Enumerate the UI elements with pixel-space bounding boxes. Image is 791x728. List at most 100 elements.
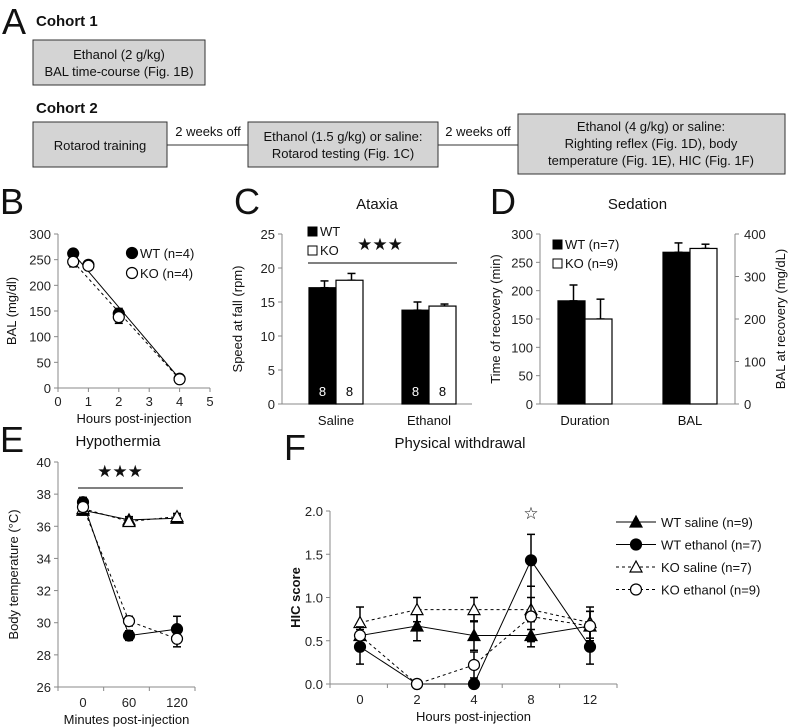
y-tick-label: 2.0	[305, 504, 323, 519]
bar	[335, 279, 364, 405]
y-tick-label: 0	[44, 381, 51, 396]
x-tick-label: 5	[206, 394, 213, 409]
bar	[662, 251, 691, 405]
y-tick-label: 40	[37, 455, 51, 470]
category-label: Ethanol	[407, 413, 451, 428]
y-axis-label: Speed at fall (rpm)	[230, 266, 245, 373]
data-point	[410, 677, 424, 691]
box-line: Rotarod testing (Fig. 1C)	[272, 146, 414, 161]
y-tick-label: 0	[268, 397, 275, 412]
data-point	[112, 311, 125, 324]
y-tick-label: 200	[29, 278, 51, 293]
legend-marker	[628, 514, 644, 528]
y-tick-label: 0.0	[305, 677, 323, 692]
legend-label: KO (n=4)	[140, 266, 193, 281]
legend-marker	[125, 246, 139, 260]
y-tick-label: 10	[261, 329, 275, 344]
y-tick-label: 400	[744, 227, 766, 242]
y-tick-label: 300	[29, 227, 51, 242]
x-axis-label: Hours post-injection	[416, 709, 531, 724]
data-point	[524, 610, 538, 623]
category-label: Saline	[318, 413, 354, 428]
legend-label: KO (n=9)	[565, 256, 618, 271]
data-point	[82, 259, 95, 272]
gap-label: 2 weeks off	[445, 124, 511, 139]
y-axis-label: BAL (mg/dl)	[4, 277, 19, 345]
x-tick-label: 2	[115, 394, 122, 409]
y-tick-label: 34	[37, 551, 51, 566]
y-tick-label: 250	[511, 255, 533, 270]
category-label: Duration	[560, 413, 609, 428]
x-tick-label: 0	[54, 394, 61, 409]
chart-title: Ataxia	[356, 196, 398, 213]
panel-letter-a: A	[2, 1, 26, 42]
y-tick-label: 26	[37, 680, 51, 695]
data-point	[352, 615, 368, 629]
x-tick-label: 4	[176, 394, 183, 409]
data-point	[583, 619, 597, 633]
legend-marker	[629, 538, 643, 551]
panel-letter-c: C	[234, 181, 260, 222]
legend-label: KO	[320, 243, 339, 258]
legend-swatch	[307, 245, 318, 256]
legend-label: KO ethanol (n=9)	[661, 583, 760, 598]
box-line: temperature (Fig. 1E), HIC (Fig. 1F)	[548, 153, 754, 168]
data-point	[409, 602, 425, 616]
y-tick-label: 30	[37, 616, 51, 631]
legend-label: WT (n=7)	[565, 237, 619, 252]
y-tick-label: 50	[519, 369, 533, 384]
legend-label: WT	[320, 224, 340, 239]
x-tick-label: 3	[146, 394, 153, 409]
x-tick-label: 120	[166, 695, 188, 710]
significance-stars: ★★★	[97, 462, 143, 481]
series-line	[82, 508, 178, 522]
y-tick-label: 150	[29, 304, 51, 319]
box-line: Righting reflex (Fig. 1D), body	[565, 136, 738, 151]
bar	[584, 318, 613, 405]
data-point	[409, 618, 425, 632]
gap-label: 2 weeks off	[175, 124, 241, 139]
data-point	[467, 677, 481, 691]
y-tick-label: 100	[744, 355, 766, 370]
data-point	[524, 554, 538, 567]
legend-label: WT saline (n=9)	[661, 515, 753, 530]
data-point	[353, 629, 367, 642]
y-axis-label: HIC score	[288, 567, 303, 628]
x-axis-label: Hours post-injection	[77, 411, 192, 426]
cohort1-box-line: Ethanol (2 g/kg)	[73, 47, 165, 62]
data-point	[467, 658, 481, 672]
data-point	[466, 602, 482, 616]
y-tick-label: 36	[37, 519, 51, 534]
chart-title: Physical withdrawal	[395, 435, 526, 452]
y-tick-label: 32	[37, 584, 51, 599]
chart-title: Hypothermia	[75, 433, 161, 450]
panel-letter-d: D	[490, 181, 516, 222]
cohort1-box-line: BAL time-course (Fig. 1B)	[44, 64, 193, 79]
x-tick-label: 1	[85, 394, 92, 409]
box-line: Ethanol (4 g/kg) or saline:	[577, 119, 725, 134]
y-tick-label: 300	[744, 270, 766, 285]
y-tick-label: 250	[29, 253, 51, 268]
legend-label: WT ethanol (n=7)	[661, 538, 762, 553]
y-tick-label: 200	[744, 312, 766, 327]
n-label: 8	[319, 384, 326, 399]
bar	[557, 300, 586, 405]
y-tick-label: 150	[511, 312, 533, 327]
y-tick-label: 1.5	[305, 547, 323, 562]
y-tick-label: 38	[37, 487, 51, 502]
category-label: BAL	[678, 413, 703, 428]
box-line: Ethanol (1.5 g/kg) or saline:	[264, 129, 423, 144]
y-axis-label: Body temperature (°C)	[6, 509, 21, 639]
panel-letter-f: F	[284, 427, 306, 468]
significance-star: ☆	[523, 504, 538, 523]
y-tick-label: 200	[511, 284, 533, 299]
y-tick-label: 15	[261, 295, 275, 310]
cohort1-title: Cohort 1	[36, 13, 98, 30]
legend-label: WT (n=4)	[140, 246, 194, 261]
significance-stars: ★★★	[357, 235, 403, 254]
bar	[428, 305, 457, 405]
panel-letter-b: B	[0, 181, 24, 222]
rotarod-testing-box	[247, 121, 439, 168]
y-axis-label: Time of recovery (min)	[488, 254, 503, 384]
